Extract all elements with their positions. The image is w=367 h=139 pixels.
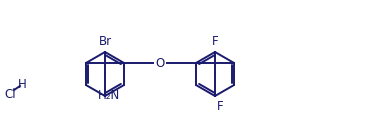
Text: H₂N: H₂N	[98, 89, 120, 102]
Text: Cl: Cl	[4, 87, 16, 100]
Text: H: H	[18, 78, 26, 90]
Text: O: O	[155, 56, 165, 70]
Text: F: F	[212, 35, 218, 48]
Text: Br: Br	[98, 35, 112, 48]
Text: F: F	[217, 100, 224, 113]
